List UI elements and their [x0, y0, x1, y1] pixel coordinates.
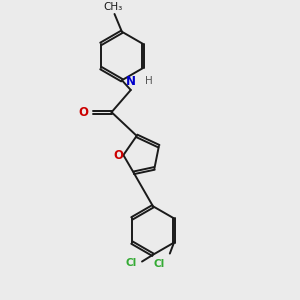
Text: O: O: [113, 148, 123, 162]
Text: O: O: [79, 106, 89, 119]
Text: CH₃: CH₃: [103, 2, 123, 12]
Text: N: N: [126, 75, 136, 88]
Text: Cl: Cl: [125, 258, 137, 268]
Text: H: H: [145, 76, 153, 86]
Text: Cl: Cl: [153, 259, 164, 269]
